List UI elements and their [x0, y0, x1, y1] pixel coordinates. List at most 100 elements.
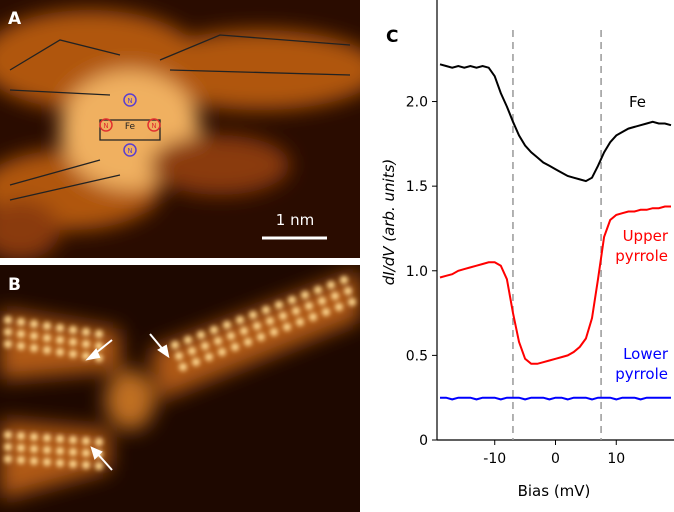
stm-feature: [344, 287, 352, 295]
atom-label: N: [127, 147, 132, 155]
stm-feature: [244, 338, 252, 346]
stm-feature: [179, 363, 187, 371]
stm-feature: [17, 318, 25, 326]
y-tick-label: 0.5: [406, 348, 428, 364]
stm-feature: [309, 313, 317, 321]
stm-feature: [253, 322, 261, 330]
stm-feature: [249, 311, 257, 319]
stm-feature: [82, 340, 90, 348]
x-tick-label: -10: [483, 451, 506, 467]
stm-feature: [30, 320, 38, 328]
stm-feature: [188, 347, 196, 355]
stm-feature: [82, 461, 90, 469]
stm-feature: [17, 342, 25, 350]
stm-feature: [17, 444, 25, 452]
x-tick-label: 0: [551, 451, 560, 467]
stm-image-b: [0, 265, 360, 512]
atom-label: N: [103, 122, 108, 130]
stm-feature: [17, 456, 25, 464]
stm-feature: [95, 438, 103, 446]
stm-feature: [30, 445, 38, 453]
stm-feature: [17, 432, 25, 440]
series-label: Lower pyrrole: [615, 345, 668, 383]
stm-feature: [175, 352, 183, 360]
stm-feature: [56, 447, 64, 455]
atom-label: N: [127, 97, 132, 105]
stm-feature: [223, 321, 231, 329]
stm-feature: [205, 353, 213, 361]
stm-image-a: [0, 0, 360, 258]
stm-feature: [43, 334, 51, 342]
stm-feature: [30, 344, 38, 352]
stm-feature: [95, 462, 103, 470]
stm-feature: [43, 458, 51, 466]
stm-feature: [214, 337, 222, 345]
atom-label: N: [151, 122, 156, 130]
stm-feature: [184, 336, 192, 344]
series-label: Fe: [628, 93, 646, 111]
stm-feature: [171, 341, 179, 349]
stm-feature: [236, 316, 244, 324]
x-tick-label: 10: [607, 451, 625, 467]
stm-feature: [56, 459, 64, 467]
stm-feature: [4, 316, 12, 324]
stm-feature: [340, 276, 348, 284]
stm-feature: [43, 434, 51, 442]
stm-feature: [262, 306, 270, 314]
stm-feature: [327, 281, 335, 289]
stm-feature: [56, 336, 64, 344]
x-axis-label: Bias (mV): [518, 482, 591, 500]
stm-feature: [279, 312, 287, 320]
stm-feature: [296, 318, 304, 326]
stm-feature: [56, 348, 64, 356]
series-line: [439, 63, 672, 183]
stm-feature: [43, 446, 51, 454]
stm-feature: [30, 332, 38, 340]
stm-feature: [301, 291, 309, 299]
y-tick-label: 1.5: [406, 179, 428, 195]
stm-feature: [69, 436, 77, 444]
atom-label: Fe: [125, 122, 136, 132]
y-tick-label: 2.0: [406, 95, 428, 111]
stm-feature: [201, 342, 209, 350]
plot: 0 0.5 1.0 1.5 2.0 -10 0 10: [406, 0, 674, 467]
stm-feature: [192, 358, 200, 366]
stm-feature: [331, 292, 339, 300]
stm-feature: [270, 328, 278, 336]
stm-feature: [292, 307, 300, 315]
y-tick-label: 0: [419, 433, 428, 449]
panel-letter: C: [386, 27, 398, 47]
stm-feature: [69, 460, 77, 468]
stm-feature: [218, 348, 226, 356]
stm-feature: [69, 448, 77, 456]
stm-feature: [283, 323, 291, 331]
panel-letter: A: [8, 9, 22, 29]
stm-feature: [318, 297, 326, 305]
stm-feature: [4, 328, 12, 336]
y-axis-label: dI/dV (arb. units): [380, 159, 398, 286]
stm-feature: [82, 437, 90, 445]
stm-feature: [4, 443, 12, 451]
stm-feature: [314, 286, 322, 294]
stm-feature: [82, 328, 90, 336]
series-line: [439, 205, 671, 365]
stm-feature: [82, 449, 90, 457]
stm-feature: [257, 333, 265, 341]
stm-feature: [30, 433, 38, 441]
stm-feature: [69, 326, 77, 334]
stm-feature: [56, 324, 64, 332]
stm-feature: [4, 431, 12, 439]
stm-feature: [4, 455, 12, 463]
stm-feature: [348, 298, 356, 306]
scale-label: 1 nm: [276, 211, 314, 229]
stm-feature: [227, 332, 235, 340]
stm-feature: [43, 346, 51, 354]
series-line: [440, 396, 671, 401]
stm-feature: [231, 343, 239, 351]
panel-letter: B: [8, 275, 21, 295]
stm-feature: [69, 350, 77, 358]
stm-feature: [266, 317, 274, 325]
stm-feature: [43, 322, 51, 330]
